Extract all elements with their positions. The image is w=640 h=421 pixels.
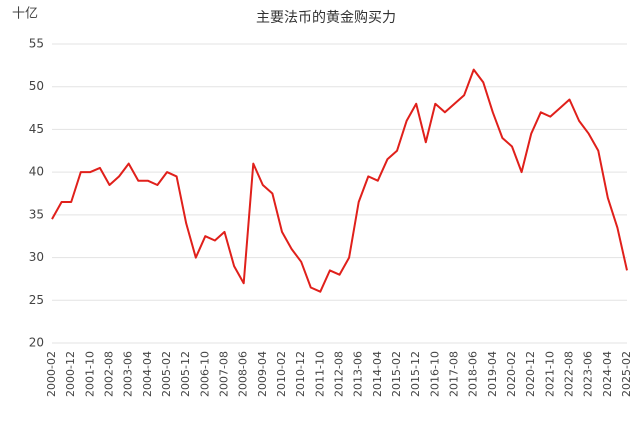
y-tick-label: 45 (29, 122, 44, 136)
x-tick-label: 2000-02 (45, 351, 58, 397)
x-tick-label: 2013-06 (352, 351, 365, 397)
x-tick-label: 2015-12 (409, 351, 422, 397)
line (51, 68, 628, 293)
x-tick-label: 2021-10 (543, 351, 556, 397)
y-tick-label: 55 (29, 37, 44, 51)
y-tick-label: 35 (29, 207, 44, 221)
x-tick-label: 2012-08 (333, 351, 346, 397)
y-tick-label: 40 (29, 165, 44, 179)
x-tick-label: 2005-02 (160, 351, 173, 397)
x-tick-label: 2005-12 (179, 351, 192, 397)
x-tick-label: 2014-04 (371, 351, 384, 397)
x-tick-label: 2011-10 (313, 351, 326, 397)
chart-title: 主要法币的黄金购买力 (256, 9, 396, 26)
x-tick-label: 2009-04 (256, 351, 269, 397)
x-tick-label: 2015-02 (390, 351, 403, 397)
x-tick-label: 2006-10 (198, 351, 211, 397)
x-tick-label: 2025-02 (620, 351, 633, 397)
y-tick-label: 50 (29, 79, 44, 93)
x-tick-label: 2001-10 (83, 351, 96, 397)
x-tick-label: 2007-08 (218, 351, 231, 397)
y-unit: 十亿 (12, 7, 38, 22)
x-tick-label: 2023-06 (582, 351, 595, 397)
x-tick-label: 2002-08 (103, 351, 116, 397)
y-tick-label: 25 (29, 293, 44, 307)
x-tick-label: 2022-08 (563, 351, 576, 397)
x-tick-label: 2010-12 (294, 351, 307, 397)
x-tick-label: 2004-04 (141, 351, 154, 397)
y-tick-label: 30 (29, 250, 44, 264)
x-tick-label: 2020-02 (505, 351, 518, 397)
x-tick-label: 2024-04 (601, 351, 614, 397)
x-tick-label: 2017-08 (448, 351, 461, 397)
x-tick-label: 2000-12 (64, 351, 77, 397)
y-tick-label: 20 (29, 336, 44, 350)
x-tick-label: 2020-12 (524, 351, 537, 397)
x-tick-label: 2010-02 (275, 351, 288, 397)
x-tick-label: 2008-06 (237, 351, 250, 397)
x-tick-label: 2018-06 (467, 351, 480, 397)
x-tick-label: 2016-10 (428, 351, 441, 397)
x-tick-label: 2019-04 (486, 351, 499, 397)
x-tick-label: 2003-06 (122, 351, 135, 397)
